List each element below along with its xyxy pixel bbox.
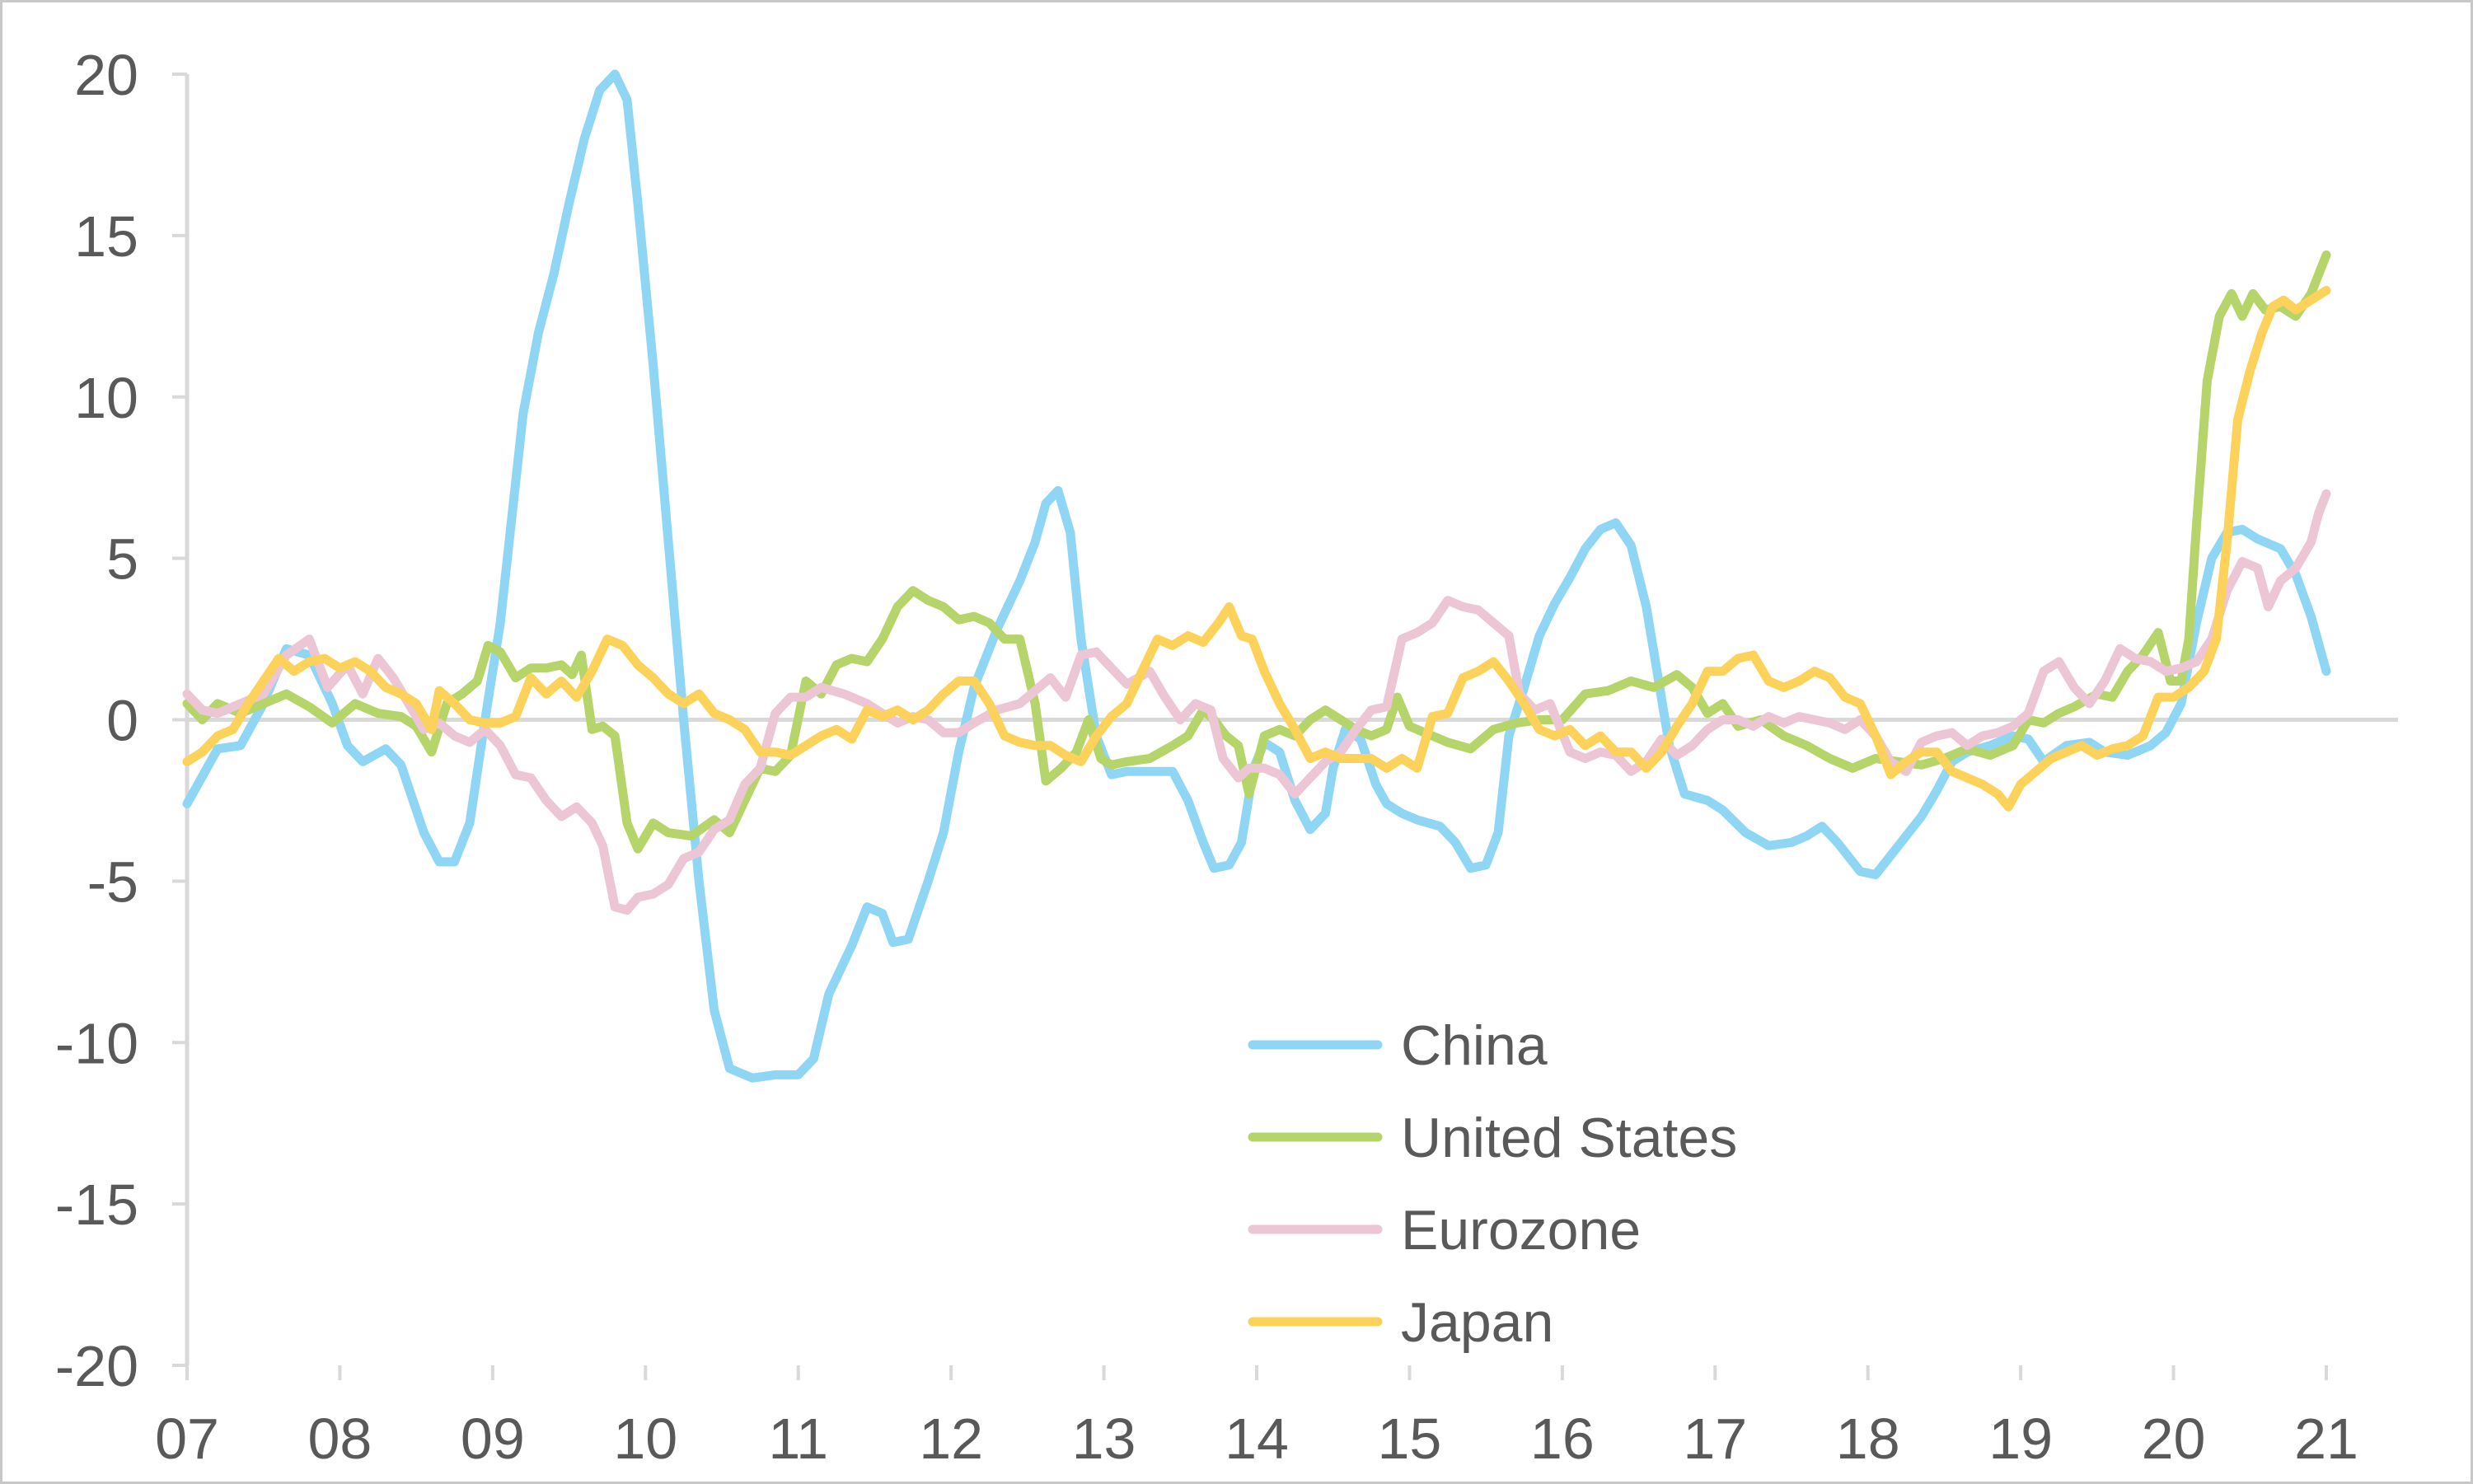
x-tick-label: 15: [1377, 1407, 1441, 1471]
x-tick-label: 16: [1530, 1407, 1595, 1471]
y-tick-label: 15: [74, 204, 138, 269]
x-tick-label: 11: [768, 1407, 828, 1471]
x-axis-ticks: 07 08 09 10 11 12 13 14 15 16 17 18 19 20 21: [155, 1365, 2358, 1471]
x-tick-label: 09: [461, 1407, 525, 1471]
x-tick-label: 21: [2294, 1407, 2358, 1471]
x-tick-label: 07: [155, 1407, 219, 1471]
x-tick-label: 14: [1225, 1407, 1289, 1471]
x-tick-label: 17: [1683, 1407, 1747, 1471]
y-tick-label: -15: [55, 1173, 138, 1237]
legend-label-eurozone: Eurozone: [1401, 1199, 1641, 1262]
y-tick-label: 0: [106, 689, 138, 753]
legend-label-china: China: [1401, 1014, 1548, 1077]
y-axis-ticks: 20 15 10 5 0 -5 -10 -15 -20: [55, 43, 187, 1398]
y-tick-label: -20: [55, 1334, 138, 1398]
y-tick-label: -10: [55, 1011, 138, 1075]
y-tick-label: -5: [87, 850, 138, 914]
x-tick-label: 10: [613, 1407, 677, 1471]
x-tick-label: 08: [307, 1407, 372, 1471]
x-tick-label: 20: [2142, 1407, 2206, 1471]
series-line-japan: [182, 286, 2331, 812]
legend-label-japan: Japan: [1401, 1291, 1553, 1354]
y-tick-label: 20: [74, 43, 138, 107]
x-tick-label: 19: [1988, 1407, 2053, 1471]
x-tick-label: 18: [1836, 1407, 1900, 1471]
x-tick-label: 13: [1072, 1407, 1136, 1471]
y-tick-label: 5: [106, 527, 138, 592]
legend-label-united-states: United States: [1401, 1107, 1737, 1169]
legend: China United States Eurozone Japan: [1248, 1014, 1737, 1354]
y-tick-label: 10: [74, 366, 138, 430]
series-line-china: [182, 69, 2331, 1083]
series-line-eurozone: [182, 489, 2331, 915]
x-tick-label: 12: [919, 1407, 983, 1471]
series-layer: [182, 69, 2331, 1083]
